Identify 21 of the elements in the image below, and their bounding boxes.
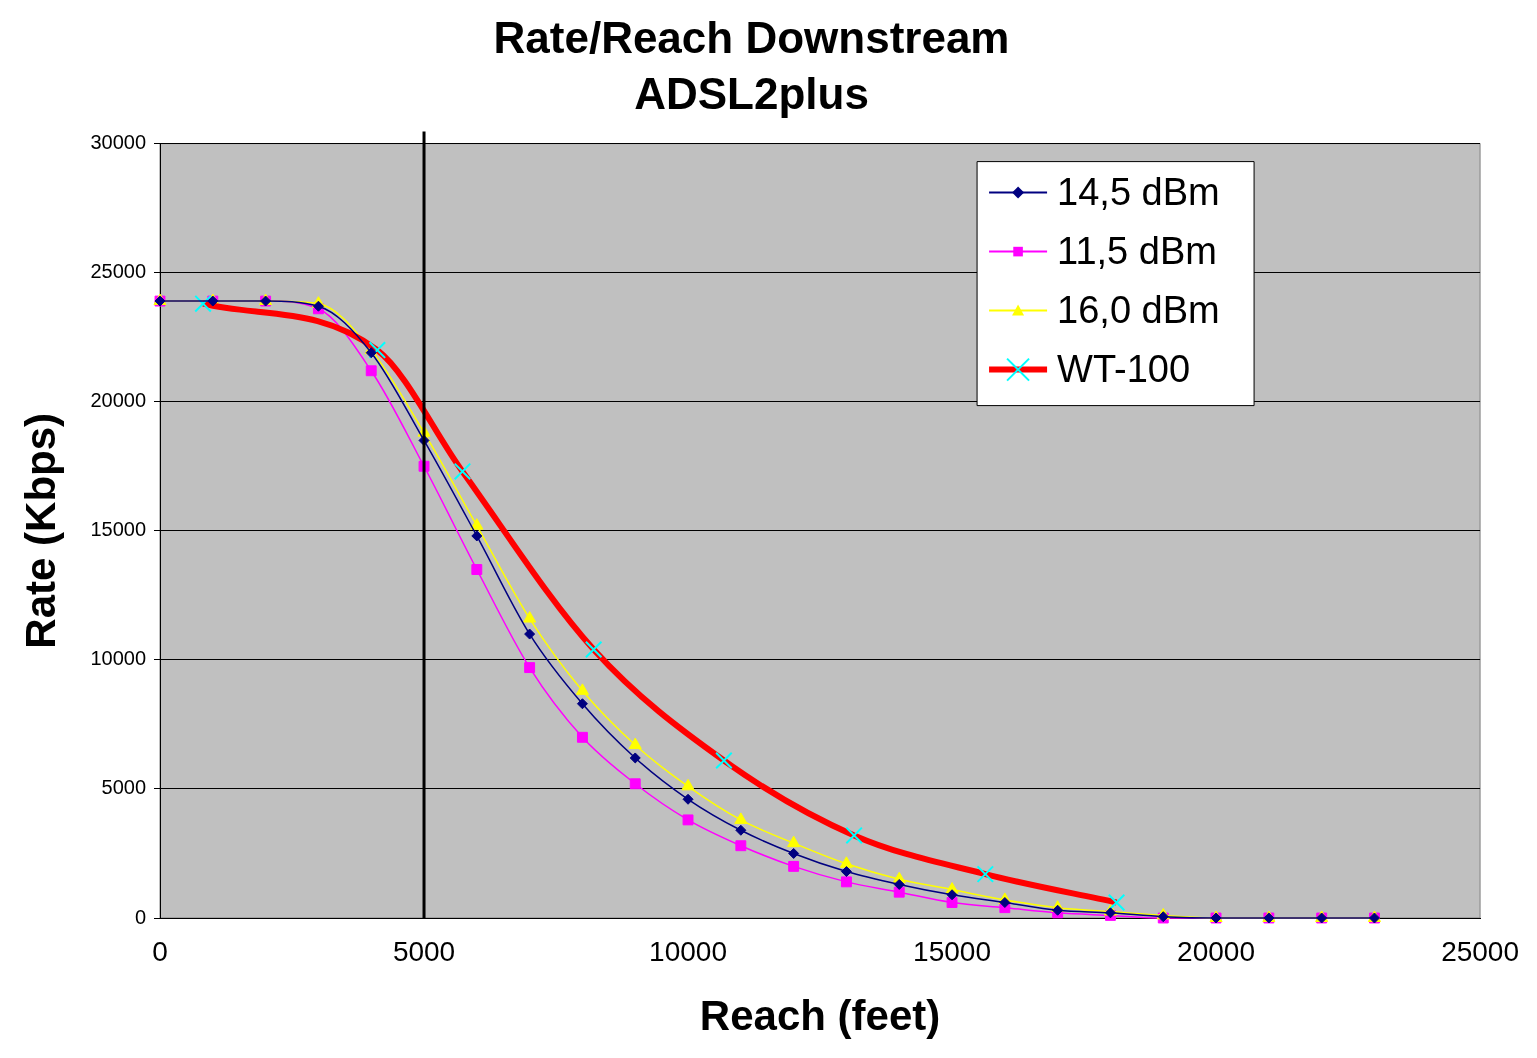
chart-title: Rate/Reach Downstream — [493, 12, 1010, 62]
y-tick-label: 0 — [134, 905, 147, 928]
y-axis-title: Rate (Kbps) — [16, 412, 64, 649]
x-tick-label: 10000 — [649, 935, 727, 967]
x-tick-label: 25000 — [1441, 935, 1520, 967]
y-tick-label: 10000 — [90, 647, 147, 670]
x-tick-label: 15000 — [913, 935, 991, 967]
y-tick-label: 20000 — [90, 389, 147, 412]
y-tick-label: 5000 — [101, 776, 147, 799]
x-tick-label: 0 — [152, 935, 168, 967]
legend-label: 11,5 dBm — [1057, 230, 1217, 273]
y-tick-label: 30000 — [90, 131, 147, 154]
x-tick-label: 20000 — [1177, 935, 1255, 967]
legend-label: 16,0 dBm — [1057, 289, 1220, 332]
y-tick-label: 15000 — [90, 518, 147, 541]
chart-subtitle: ADSL2plus — [634, 69, 869, 119]
y-tick-label: 25000 — [90, 260, 147, 283]
x-tick-label: 5000 — [392, 935, 456, 967]
x-axis-title: Reach (feet) — [699, 992, 941, 1040]
legend-label: WT-100 — [1057, 348, 1191, 391]
legend-label: 14,5 dBm — [1057, 171, 1220, 214]
